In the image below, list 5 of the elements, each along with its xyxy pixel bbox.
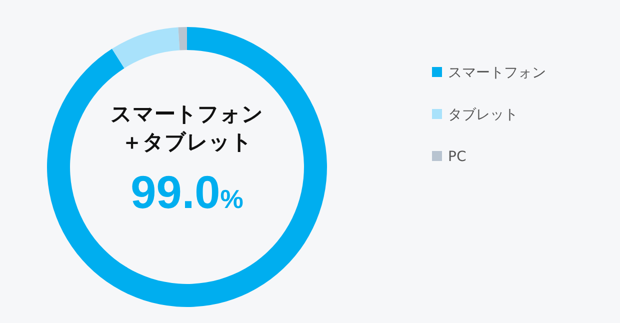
text: スマートフォン＋タブレット xyxy=(110,101,264,156)
legend-label: PC xyxy=(448,149,466,165)
legend-label: スマートフォン xyxy=(448,65,546,81)
legend-label: タブレット xyxy=(448,107,518,123)
text: 99.0% xyxy=(130,166,244,218)
